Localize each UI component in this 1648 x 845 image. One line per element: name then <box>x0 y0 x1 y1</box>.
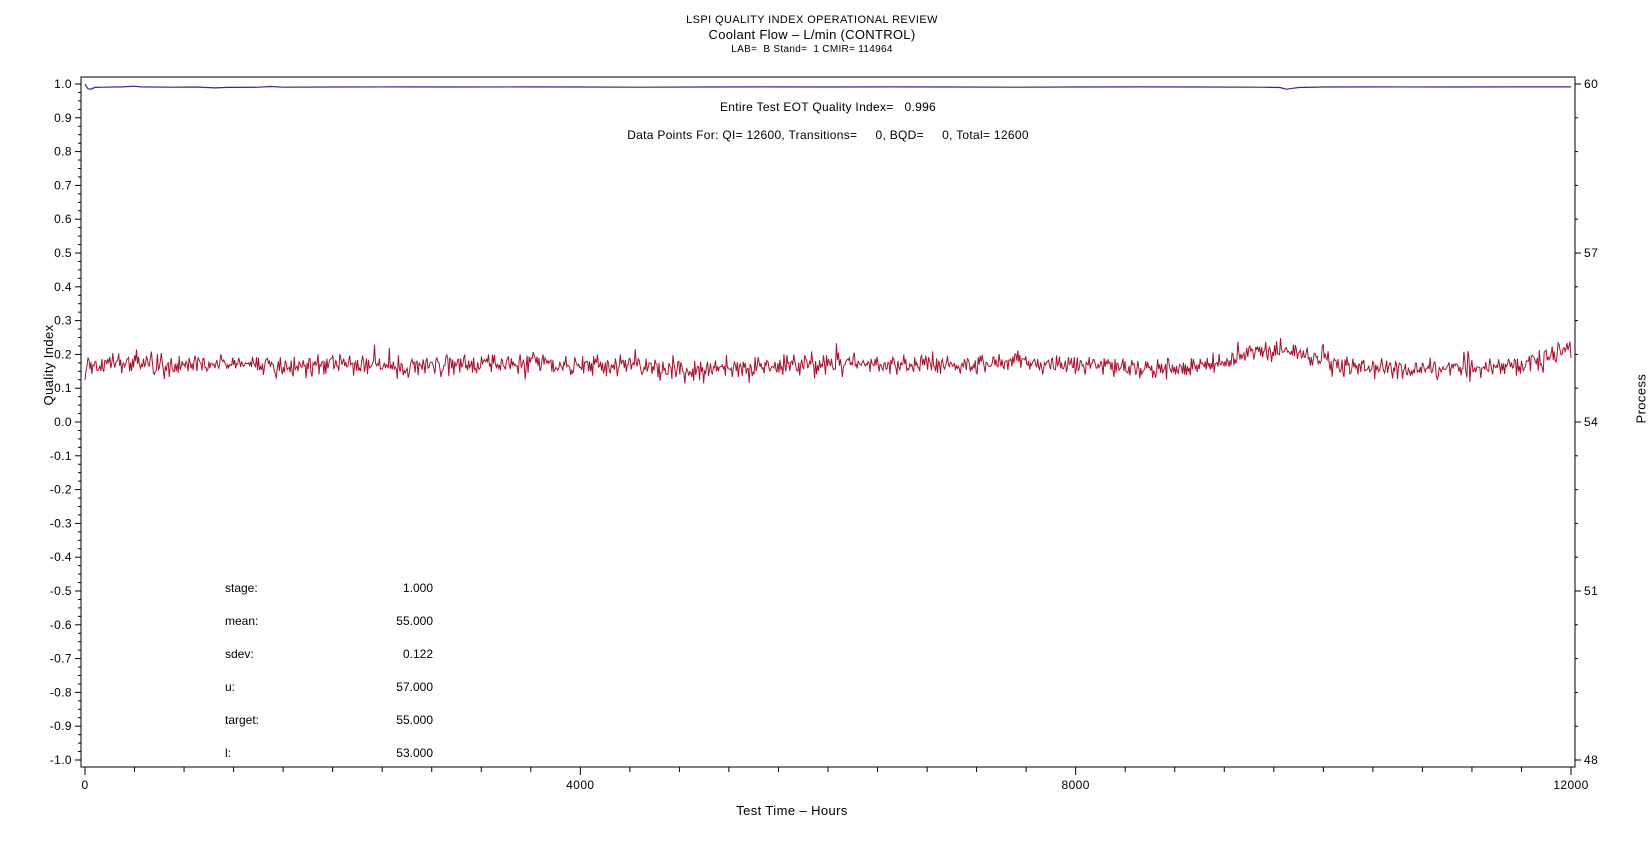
y-left-tick-label: -0.9 <box>50 719 72 733</box>
y-left-tick-label: -0.8 <box>50 685 72 699</box>
x-axis-tick-label: 8000 <box>1062 778 1090 792</box>
stats-row-value: 1.000 <box>402 581 433 595</box>
y-left-tick-label: 0.0 <box>54 415 72 429</box>
y-right-tick-label: 51 <box>1584 584 1598 598</box>
stats-row-label: l: <box>225 746 231 760</box>
y-left-tick-label: -0.4 <box>50 550 72 564</box>
chart-title: LSPI QUALITY INDEX OPERATIONAL REVIEW <box>686 14 938 26</box>
annotation-eot-quality-index: Entire Test EOT Quality Index= 0.996 <box>719 100 937 114</box>
x-axis-tick-label: 12000 <box>1553 778 1588 792</box>
y-left-tick-label: 0.5 <box>54 246 72 260</box>
process-line <box>84 337 1572 384</box>
y-left-tick-label: -0.3 <box>50 516 72 530</box>
y-left-tick-label: -0.7 <box>50 652 72 666</box>
x-axis-tick-label: 0 <box>81 778 88 792</box>
y-left-tick-label: 0.7 <box>54 178 72 192</box>
y-left-tick-label: -0.1 <box>50 449 72 463</box>
y-right-tick-label: 57 <box>1584 246 1598 260</box>
plot-frame <box>80 76 1576 768</box>
quality-index-line <box>84 83 1571 90</box>
stats-row-label: mean: <box>225 614 259 628</box>
y-right-tick-label: 54 <box>1584 415 1598 429</box>
chart-subtitle: Coolant Flow – L/min (CONTROL) <box>708 27 916 42</box>
chart-lab-stand-cmir: LAB= B Stand= 1 CMIR= 114964 <box>731 44 893 55</box>
annotation-data-points: Data Points For: QI= 12600, Transitions=… <box>627 128 1029 142</box>
x-axis-tick-label: 4000 <box>566 778 594 792</box>
stats-row-value: 0.122 <box>402 647 433 661</box>
y-left-tick-label: 0.2 <box>54 347 72 361</box>
y-left-tick-label: 0.8 <box>54 145 72 159</box>
stats-row-value: 55.000 <box>396 713 433 727</box>
y-left-tick-label: -0.5 <box>50 584 72 598</box>
y-left-tick-label: 0.9 <box>54 111 72 125</box>
stats-row-label: stage: <box>225 581 258 595</box>
y-left-tick-label: -1.0 <box>50 753 72 767</box>
y-left-tick-label: 1.0 <box>54 77 72 91</box>
y-left-tick-label: 0.4 <box>54 280 72 294</box>
y-left-tick-label: -0.2 <box>50 483 72 497</box>
y-right-tick-label: 48 <box>1584 753 1598 767</box>
y-left-tick-label: 0.3 <box>54 314 72 328</box>
y-left-tick-label: 0.6 <box>54 212 72 226</box>
stats-row-label: target: <box>225 713 260 727</box>
stats-row-value: 57.000 <box>396 680 433 694</box>
stats-row-label: sdev: <box>225 647 254 661</box>
stats-row-value: 55.000 <box>396 614 433 628</box>
y-left-tick-label: -0.6 <box>50 618 72 632</box>
x-axis-title: Test Time – Hours <box>736 803 848 818</box>
stats-row-label: u: <box>225 680 236 694</box>
y-left-tick-label: 0.1 <box>54 381 72 395</box>
y-right-tick-label: 60 <box>1584 77 1598 91</box>
stats-row-value: 53.000 <box>396 746 433 760</box>
